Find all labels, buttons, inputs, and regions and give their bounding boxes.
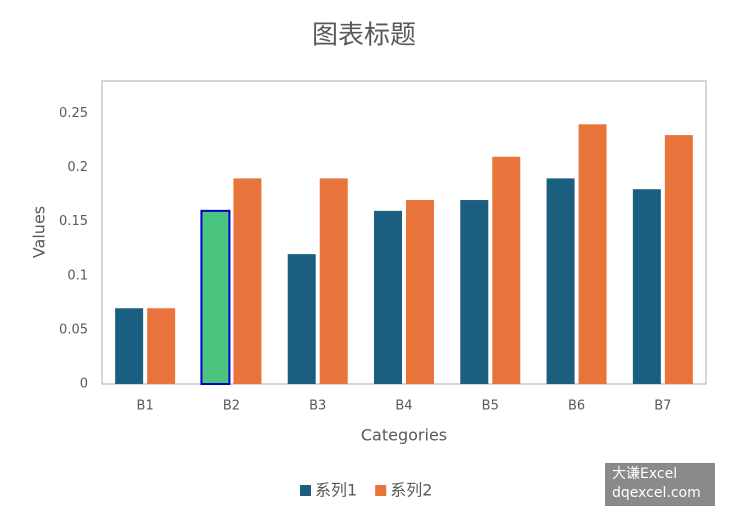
bar (578, 124, 607, 385)
watermark-box (605, 463, 715, 506)
bar (115, 308, 144, 384)
y-tick-label: 0.05 (59, 322, 88, 337)
legend-swatch (375, 485, 387, 496)
legend-label: 系列2 (390, 481, 432, 500)
bar (147, 308, 176, 384)
bar (200, 209, 231, 385)
x-tick-label: B6 (568, 399, 585, 414)
y-tick-label: 0.15 (59, 214, 88, 229)
legend-label: 系列1 (315, 481, 357, 500)
y-tick-label: 0.2 (67, 160, 88, 175)
bar (632, 189, 661, 384)
y-tick-label: 0 (80, 377, 88, 392)
x-tick-label: B2 (223, 399, 240, 414)
chart-title: 图表标题 (312, 21, 416, 51)
y-tick-label: 0.25 (59, 106, 88, 121)
legend-swatch (300, 485, 311, 496)
x-axis-label: Categories (361, 426, 447, 445)
bar (287, 254, 316, 384)
bar (460, 200, 489, 384)
x-tick-label: B5 (482, 399, 499, 414)
bar (319, 178, 348, 384)
bar (664, 135, 693, 384)
bar (374, 210, 402, 384)
x-tick-label: B3 (309, 399, 326, 414)
y-tick-label: 0.1 (67, 268, 88, 283)
watermark: dqexcel.com (612, 485, 701, 501)
bar (492, 156, 521, 384)
plot-area (101, 80, 707, 385)
x-tick-label: B1 (137, 399, 154, 414)
bar (546, 178, 575, 384)
bar (406, 200, 434, 384)
watermark: 大谦Excel (612, 466, 677, 482)
x-tick-label: B4 (395, 399, 412, 414)
y-axis-label: Values (30, 206, 49, 258)
bar (233, 178, 262, 384)
x-tick-label: B7 (654, 399, 671, 414)
